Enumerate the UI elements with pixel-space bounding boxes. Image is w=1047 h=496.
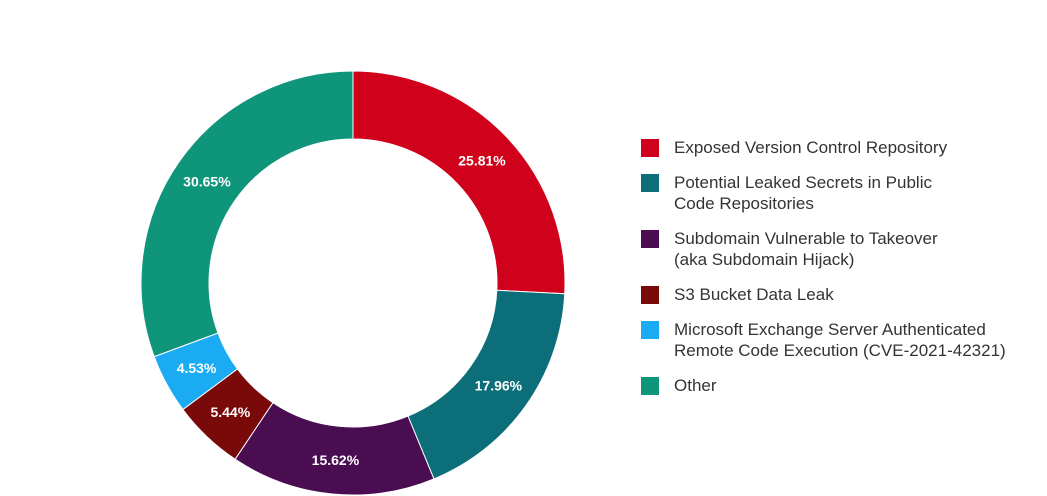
donut-slice bbox=[352, 70, 566, 295]
legend-swatch bbox=[641, 286, 659, 304]
legend-item: Other bbox=[641, 375, 1041, 396]
legend-item: S3 Bucket Data Leak bbox=[641, 284, 1041, 305]
donut-slice bbox=[140, 70, 354, 358]
legend-swatch bbox=[641, 377, 659, 395]
legend-item: Microsoft Exchange Server Authenticated … bbox=[641, 319, 1041, 361]
legend-item: Potential Leaked Secrets in Public Code … bbox=[641, 172, 1041, 214]
legend-label: Potential Leaked Secrets in Public Code … bbox=[674, 173, 932, 213]
legend-swatch bbox=[641, 321, 659, 339]
legend: Exposed Version Control Repository Poten… bbox=[641, 137, 1041, 410]
legend-label: Exposed Version Control Repository bbox=[674, 138, 948, 157]
slice-value-label: 15.62% bbox=[312, 452, 360, 468]
slice-labels: 25.81% 17.96% 15.62% 5.44% 4.53% 30.65% bbox=[177, 152, 523, 468]
legend-label: Subdomain Vulnerable to Takeover (aka Su… bbox=[674, 229, 938, 269]
legend-label: Microsoft Exchange Server Authenticated … bbox=[674, 320, 1006, 360]
slice-value-label: 17.96% bbox=[475, 378, 523, 394]
legend-label: Other bbox=[674, 376, 717, 395]
legend-swatch bbox=[641, 230, 659, 248]
slice-value-label: 25.81% bbox=[458, 152, 506, 168]
legend-label: S3 Bucket Data Leak bbox=[674, 285, 834, 304]
legend-swatch bbox=[641, 174, 659, 192]
slice-value-label: 5.44% bbox=[210, 404, 250, 420]
donut-slice bbox=[234, 401, 435, 496]
donut-slices bbox=[140, 70, 566, 496]
slice-value-label: 4.53% bbox=[177, 360, 217, 376]
legend-item: Subdomain Vulnerable to Takeover (aka Su… bbox=[641, 228, 1041, 270]
legend-swatch bbox=[641, 139, 659, 157]
slice-value-label: 30.65% bbox=[183, 173, 231, 189]
legend-item: Exposed Version Control Repository bbox=[641, 137, 1041, 158]
